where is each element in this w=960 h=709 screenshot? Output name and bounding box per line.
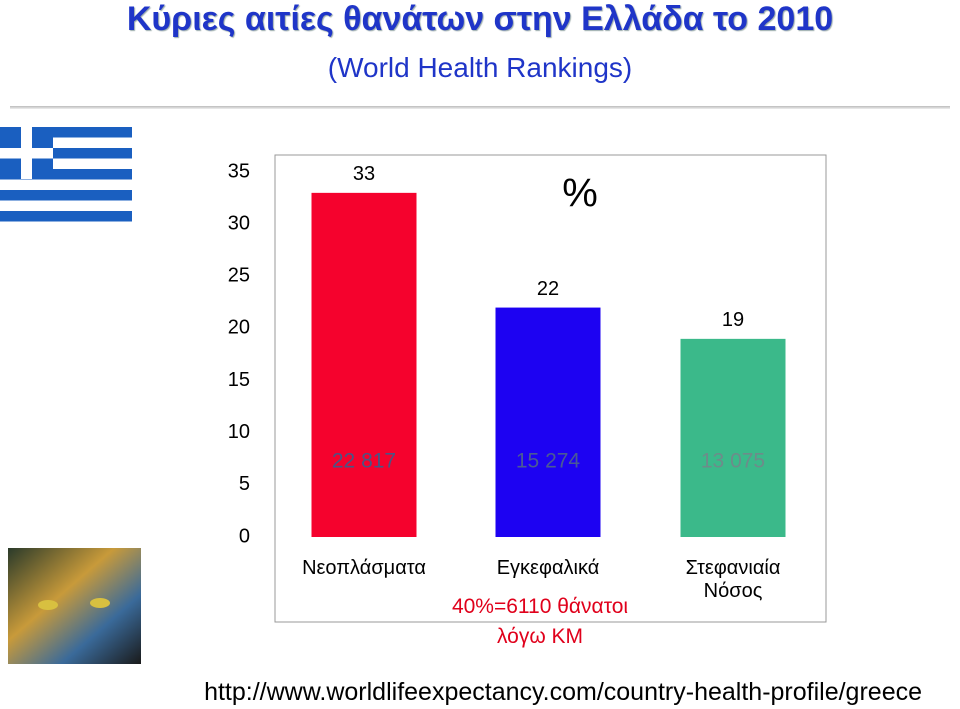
y-tick-label: 35	[228, 160, 250, 182]
death-count-label: 15 274	[516, 450, 581, 473]
y-tick-label: 0	[239, 525, 250, 547]
bar	[680, 338, 786, 537]
value-label: 22	[537, 278, 559, 300]
y-tick-label: 20	[228, 317, 250, 339]
divider	[10, 106, 950, 109]
y-tick-label: 5	[239, 473, 250, 495]
y-tick-label: 25	[228, 265, 250, 287]
unit-label: %	[562, 172, 598, 216]
bar	[495, 307, 601, 537]
chart-frame	[274, 154, 827, 623]
slide-title: Κύριες αιτίες θανάτων στην Ελλάδα το 201…	[126, 0, 834, 38]
x-tick-label: Εγκεφαλικά	[496, 557, 600, 579]
value-label: 19	[722, 309, 744, 331]
death-count-label: 22 817	[332, 450, 396, 473]
death-count-label: 13 075	[701, 450, 765, 473]
source-url: http://www.worldlifeexpectancy.com/count…	[204, 678, 922, 706]
greek-flag	[0, 127, 132, 222]
slide-subtitle: (World Health Rankings)	[327, 52, 633, 83]
annotation: 40%=6110 θάνατοι λόγω ΚΜ	[451, 595, 629, 648]
bar	[311, 192, 417, 537]
x-tick-label: Νεοπλάσματα	[302, 557, 426, 579]
y-tick-label: 10	[228, 421, 250, 443]
face-image	[8, 548, 141, 664]
y-tick-label: 15	[228, 369, 250, 391]
y-tick-label: 30	[228, 212, 250, 234]
x-tick-label: Στεφανιαία Νόσος	[685, 557, 781, 602]
value-label: 33	[353, 163, 375, 185]
